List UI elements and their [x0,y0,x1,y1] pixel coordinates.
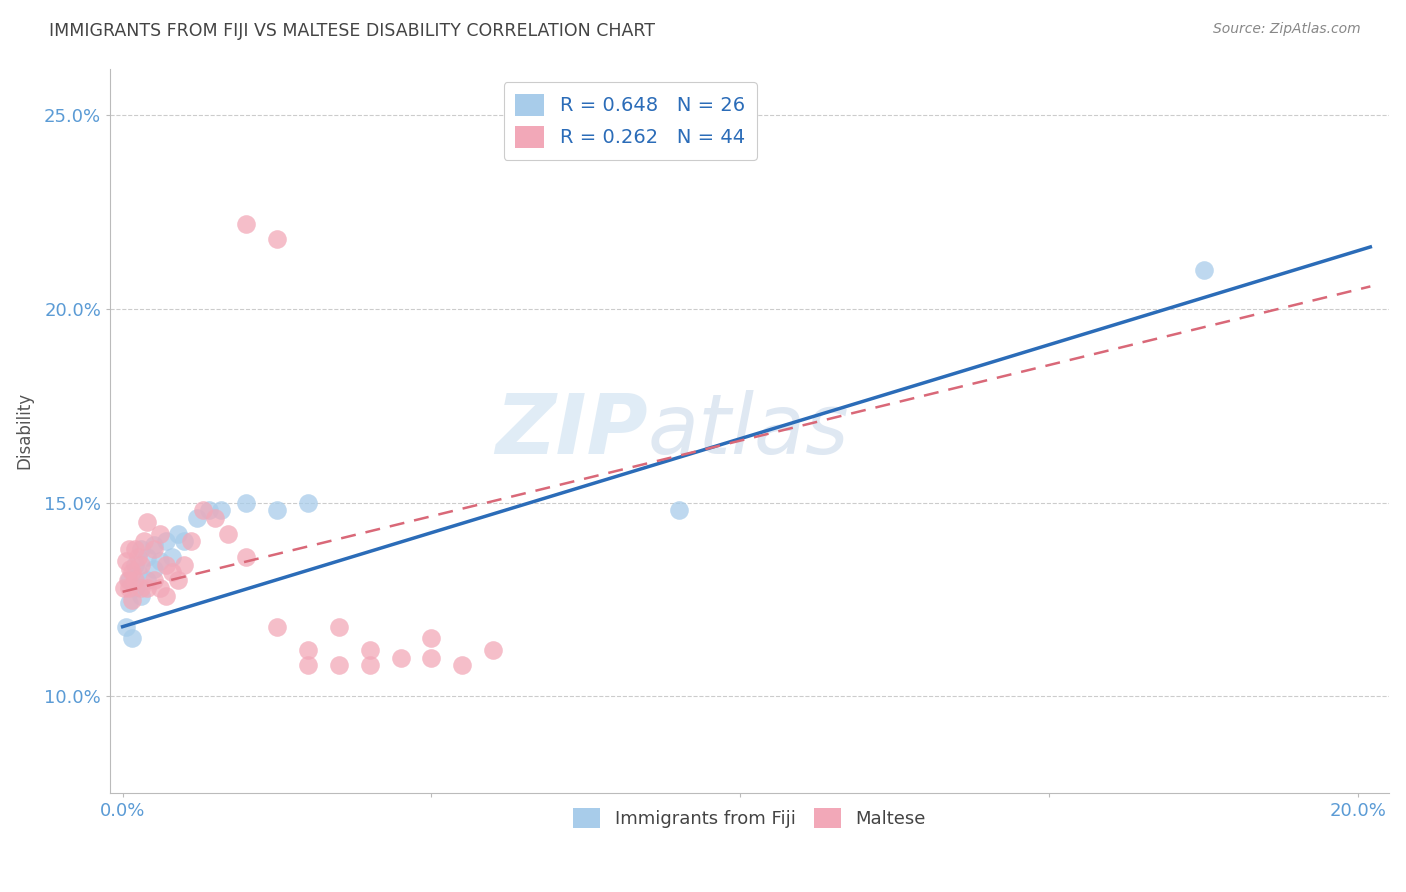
Point [129,558,152,572]
Point [155,558,177,572]
Point [117,573,139,587]
Text: Source: ZipAtlas.com: Source: ZipAtlas.com [1213,22,1361,37]
Point [136,549,159,564]
Point [118,596,141,610]
Point [389,650,412,665]
Point [129,581,152,595]
Point [297,496,319,510]
Point [127,566,149,580]
Point [204,511,226,525]
Point [121,632,143,646]
Point [118,581,141,595]
Point [217,526,239,541]
Point [668,503,690,517]
Point [173,558,195,572]
Point [142,542,165,557]
Point [451,658,474,673]
Point [155,534,177,549]
Point [297,643,319,657]
Point [297,658,319,673]
Point [149,526,172,541]
Point [142,538,165,552]
Point [124,542,146,557]
Point [134,534,156,549]
Point [129,589,152,603]
Point [118,561,141,575]
Point [118,573,141,587]
Point [211,503,233,517]
Point [1192,263,1215,277]
Text: ZIP: ZIP [495,391,647,472]
Point [149,581,172,595]
Point [482,643,505,657]
Point [167,573,190,587]
Point [121,566,143,580]
Point [136,581,159,595]
Point [180,534,202,549]
Point [235,217,257,231]
Point [160,549,183,564]
Legend: Immigrants from Fiji, Maltese: Immigrants from Fiji, Maltese [567,801,934,835]
Point [127,549,149,564]
Point [328,658,350,673]
Point [359,658,381,673]
Point [114,581,136,595]
Point [114,620,136,634]
Text: IMMIGRANTS FROM FIJI VS MALTESE DISABILITY CORRELATION CHART: IMMIGRANTS FROM FIJI VS MALTESE DISABILI… [49,22,655,40]
Point [121,592,143,607]
Point [198,503,221,517]
Point [328,620,350,634]
Point [420,650,443,665]
Point [118,542,141,557]
Point [136,573,159,587]
Point [420,632,443,646]
Point [186,511,208,525]
Text: atlas: atlas [647,391,849,472]
Point [191,503,214,517]
Point [235,496,257,510]
Point [142,561,165,575]
Point [266,620,288,634]
Point [173,534,195,549]
Point [266,503,288,517]
Point [359,643,381,657]
Point [124,573,146,587]
Point [136,515,159,529]
Point [266,232,288,246]
Y-axis label: Disability: Disability [15,392,32,469]
Point [114,554,136,568]
Point [167,526,190,541]
Point [160,566,183,580]
Point [155,589,177,603]
Point [149,554,172,568]
Point [235,549,257,564]
Point [129,542,152,557]
Point [124,581,146,595]
Point [142,573,165,587]
Point [124,558,146,572]
